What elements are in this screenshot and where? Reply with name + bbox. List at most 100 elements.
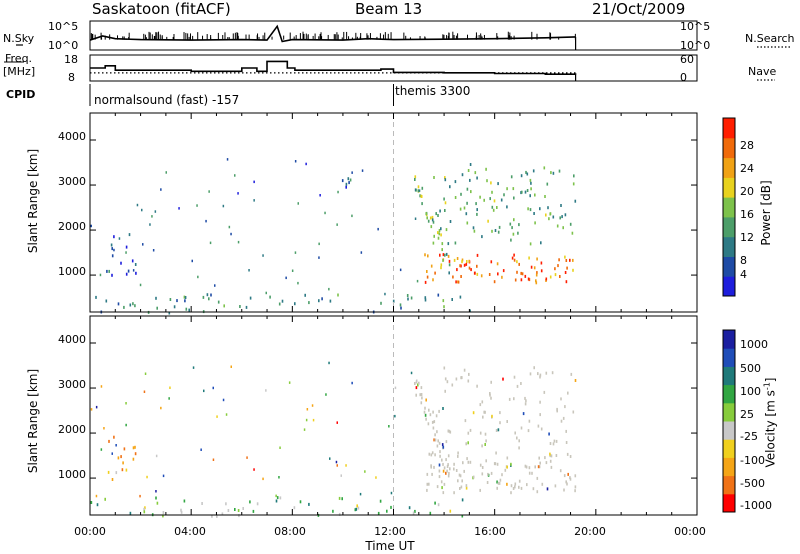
scatter-cell <box>536 490 539 494</box>
freq-tick-top: 18 <box>64 53 78 66</box>
scatter-cell <box>466 260 468 263</box>
power-colorbar-swatch <box>723 256 735 277</box>
power-ytick-1000: 1000 <box>58 265 86 278</box>
sparse-cell <box>388 425 390 428</box>
scatter-cell <box>426 482 429 486</box>
scatter-cell <box>208 297 210 301</box>
scatter-cell <box>513 258 516 262</box>
velocity-ytick-4000: 4000 <box>58 333 86 346</box>
sparse-cell <box>103 427 105 430</box>
scatter-cell <box>510 238 512 242</box>
scatter-cell <box>545 371 548 375</box>
scatter-cell <box>447 242 450 246</box>
scatter-cell <box>423 410 426 414</box>
scatter-cell <box>479 463 482 467</box>
scatter-cell <box>460 264 462 268</box>
sparse-cell <box>410 371 413 375</box>
scatter-cell <box>549 442 552 445</box>
scatter-cell <box>269 295 271 299</box>
scatter-cell <box>520 486 523 490</box>
scatter-cell <box>460 192 462 196</box>
scatter-cell <box>445 471 447 475</box>
scatter-cell <box>113 235 115 239</box>
scatter-cell <box>454 196 457 199</box>
scatter-cell <box>399 303 402 307</box>
scatter-cell <box>429 216 432 220</box>
sparse-cell <box>141 208 143 212</box>
scatter-cell <box>438 441 441 445</box>
scatter-cell <box>465 212 468 216</box>
sparse-cell <box>336 464 338 467</box>
power-colorbar-swatch <box>723 236 735 257</box>
scatter-cell <box>439 454 441 458</box>
scatter-cell <box>545 213 547 217</box>
scatter-cell <box>440 263 443 267</box>
scatter-cell <box>513 253 515 257</box>
scatter-cell <box>439 450 441 454</box>
scatter-cell <box>433 234 435 238</box>
scatter-cell <box>566 452 569 456</box>
scatter-cell <box>476 253 479 257</box>
scatter-cell <box>482 415 484 419</box>
sparse-cell <box>234 174 236 177</box>
scatter-cell <box>520 174 523 178</box>
scatter-cell <box>249 500 251 504</box>
scatter-cell <box>420 386 423 390</box>
scatter-cell <box>202 295 205 299</box>
velocity-colorbar-swatch <box>723 475 735 495</box>
scatter-cell <box>111 247 113 251</box>
scatter-cell <box>437 503 440 507</box>
scatter-cell <box>445 458 447 462</box>
scatter-cell <box>438 475 441 479</box>
scatter-cell <box>524 402 527 406</box>
scatter-cell <box>493 462 496 466</box>
scatter-cell <box>463 206 466 210</box>
scatter-cell <box>572 258 574 262</box>
scatter-cell <box>443 482 446 486</box>
scatter-cell <box>442 462 444 466</box>
sparse-cell <box>142 243 144 246</box>
scatter-cell <box>417 189 420 193</box>
scatter-cell <box>155 296 157 300</box>
scatter-cell <box>131 259 134 263</box>
sparse-cell <box>225 413 228 416</box>
scatter-cell <box>510 462 512 466</box>
scatter-cell <box>570 372 573 376</box>
cpid-label: CPID <box>6 88 36 101</box>
scatter-cell <box>249 296 252 300</box>
power-colorbar-swatch <box>723 118 735 139</box>
scatter-cell <box>442 253 445 257</box>
sparse-cell <box>191 259 193 263</box>
scatter-cell <box>440 266 442 270</box>
scatter-cell <box>427 422 430 426</box>
scatter-cell <box>513 375 516 379</box>
scatter-cell <box>484 410 486 414</box>
scatter-cell <box>529 242 532 246</box>
scatter-cell <box>511 256 514 260</box>
scatter-cell <box>513 218 515 222</box>
scatter-cell <box>526 483 528 487</box>
sparse-cell <box>328 287 330 291</box>
scatter-cell <box>522 412 525 416</box>
scatter-cell <box>564 271 567 274</box>
scatter-cell <box>571 231 574 235</box>
scatter-cell <box>392 299 395 303</box>
scatter-cell <box>435 212 437 216</box>
sparse-cell <box>361 169 364 172</box>
scatter-cell <box>110 243 113 247</box>
sparse-cell <box>178 207 180 210</box>
sparse-cell <box>168 397 170 400</box>
scatter-cell <box>540 269 543 273</box>
scatter-cell <box>117 302 120 306</box>
velocity-colorbar-frame <box>722 329 736 513</box>
scatter-cell <box>539 413 541 417</box>
scatter-cell <box>524 464 527 468</box>
sparse-cell <box>337 190 339 194</box>
scatter-cell <box>481 466 484 469</box>
scatter-cell <box>223 304 225 308</box>
scatter-cell <box>560 204 562 207</box>
scatter-cell <box>461 498 464 502</box>
freq-tick-bottom: 8 <box>68 71 75 84</box>
scatter-cell <box>526 172 529 176</box>
scatter-cell <box>211 514 213 518</box>
